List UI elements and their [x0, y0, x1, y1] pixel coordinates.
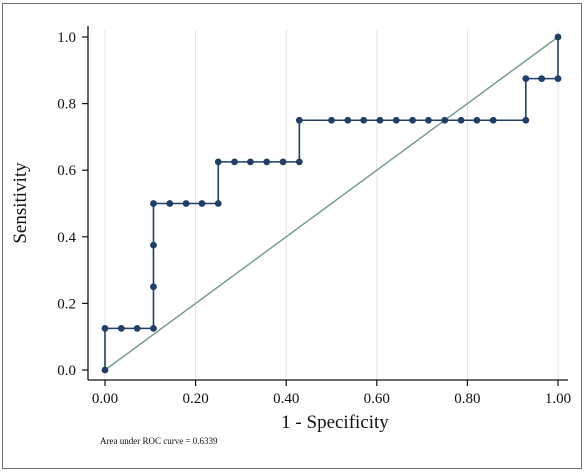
- roc-point-4: [150, 324, 157, 332]
- roc-point-27: [457, 116, 465, 124]
- roc-point-12: [214, 158, 222, 166]
- roc-point-26: [441, 116, 449, 124]
- roc-point-10: [198, 200, 206, 207]
- roc-point-15: [263, 158, 271, 166]
- roc-point-16: [279, 158, 287, 166]
- gridlines: [104, 30, 559, 380]
- roc-point-1: [101, 324, 109, 332]
- roc-markers: [101, 33, 562, 374]
- roc-point-8: [166, 200, 174, 207]
- roc-point-23: [392, 116, 400, 124]
- roc-point-21: [360, 116, 368, 124]
- y-tick-label-0.2: 0.2: [57, 296, 76, 312]
- roc-point-29: [489, 116, 497, 124]
- y-tick-label-0.6: 0.6: [57, 163, 76, 179]
- tick-labels: 0.00 0.20 0.40 0.60 0.80 1.00 0.0 0.2 0.4 0.6 0.8 1…: [57, 30, 571, 407]
- roc-point-24: [409, 116, 416, 124]
- chart-frame: [2, 3, 582, 469]
- roc-point-13: [231, 158, 238, 166]
- roc-point-25: [425, 116, 432, 124]
- auc-annotation: Area under ROC curve = 0.6339: [100, 436, 218, 446]
- roc-point-18: [295, 116, 303, 124]
- roc-point-14: [247, 158, 254, 166]
- roc-point-28: [473, 116, 481, 124]
- roc-point-20: [344, 116, 352, 124]
- x-tick-label-1.00: 1.00: [545, 391, 571, 407]
- roc-point-17: [295, 158, 303, 166]
- roc-point-9: [182, 200, 190, 207]
- roc-point-30: [522, 116, 530, 124]
- roc-point-19: [328, 116, 335, 124]
- x-tick-label-0.20: 0.20: [182, 391, 208, 407]
- reference-diagonal-line: [104, 36, 559, 371]
- roc-point-2: [117, 324, 125, 332]
- roc-point-0: [101, 366, 109, 374]
- reference-line-layer: [104, 36, 559, 371]
- axes: [82, 26, 568, 386]
- roc-point-31: [522, 75, 530, 83]
- x-tick-label-0.80: 0.80: [454, 391, 480, 407]
- roc-point-6: [150, 241, 157, 249]
- y-tick-label-0.8: 0.8: [57, 97, 76, 113]
- x-axis-title: 1 - Specificity: [281, 412, 389, 433]
- roc-point-11: [214, 200, 222, 207]
- y-tick-label-1.0: 1.0: [57, 30, 76, 46]
- x-tick-label-0.60: 0.60: [364, 391, 390, 407]
- roc-point-7: [150, 200, 157, 207]
- y-tick-label-0.4: 0.4: [57, 230, 76, 246]
- x-tick-label-0.00: 0.00: [92, 391, 118, 407]
- roc-point-33: [554, 75, 562, 83]
- roc-point-22: [376, 116, 384, 124]
- x-tick-label-0.40: 0.40: [273, 391, 299, 407]
- roc-point-3: [133, 324, 141, 332]
- roc-point-5: [150, 283, 157, 291]
- y-tick-label-0.0: 0.0: [57, 363, 76, 379]
- roc-point-34: [554, 33, 562, 41]
- roc-point-32: [538, 75, 546, 83]
- y-axis-title: Sensitivity: [10, 162, 31, 244]
